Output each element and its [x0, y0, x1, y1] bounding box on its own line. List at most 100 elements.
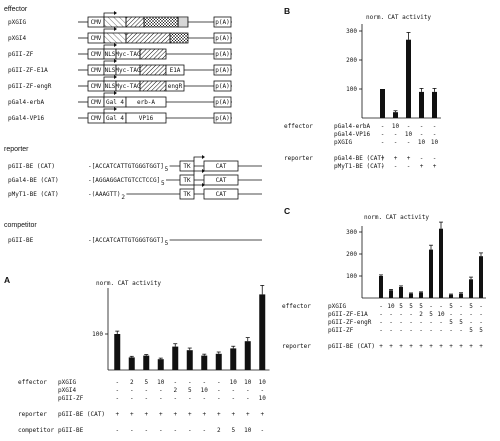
panel-a-label: A: [4, 275, 10, 285]
panel-b-ylabel: norm. CAT activity: [366, 14, 431, 21]
reporter-repeat-count: 5: [161, 180, 165, 187]
construct-segment: [143, 16, 179, 28]
table-row-name: pXGIG: [328, 303, 346, 310]
construct-segment: [103, 16, 127, 28]
promoter-arrow: [103, 108, 114, 113]
table-row-name: pGal4-VP16: [334, 131, 371, 138]
table-cell: +: [144, 411, 148, 418]
promoter-arrow: [103, 60, 114, 65]
bar: [419, 91, 424, 118]
table-cell: 5: [144, 379, 148, 386]
y-tick-label: 200: [346, 57, 357, 64]
table-cell: -: [429, 303, 433, 310]
bar: [114, 334, 121, 370]
table-cell: 10: [405, 131, 413, 138]
table-cell: +: [420, 163, 424, 170]
segment-label: E1A: [170, 67, 181, 74]
bar: [380, 89, 385, 118]
table-cell: -: [130, 387, 134, 394]
table-cell: 2: [130, 379, 134, 386]
table-cell: 2: [173, 387, 177, 394]
bar: [419, 292, 423, 298]
table-cell: -: [188, 427, 192, 434]
table-cell: 5: [409, 303, 413, 310]
reporter-name: pGal4-BE (CAT): [8, 177, 59, 184]
bar: [230, 348, 237, 370]
tk-label: TK: [183, 191, 191, 198]
table-cell: -: [144, 395, 148, 402]
table-cell: 5: [429, 311, 433, 318]
construct-segment: [139, 80, 167, 92]
y-tick-label: 300: [346, 229, 357, 236]
table-cell: -: [420, 131, 424, 138]
table-cell: -: [399, 311, 403, 318]
promoter-arrow: [193, 184, 202, 189]
construct-segment: [139, 64, 167, 76]
table-cell: -: [407, 139, 411, 146]
reporter-constructs: pGII-BE (CAT) -[ACCATCATTGTGGGTGGT] 5 TK CAT…: [8, 155, 262, 201]
table-cell: +: [479, 343, 483, 350]
table-cell: -: [188, 379, 192, 386]
table-cell: -: [439, 303, 443, 310]
table-cell: -: [459, 303, 463, 310]
table-cell: -: [379, 327, 383, 334]
promoter-arrow: [193, 156, 202, 161]
table-cell: -: [159, 395, 163, 402]
table-cell: -: [159, 427, 163, 434]
table-cell: 10: [418, 139, 426, 146]
table-cell: -: [389, 327, 393, 334]
table-cell: +: [217, 411, 221, 418]
table-cell: +: [419, 343, 423, 350]
segment-label: Myc-TAG: [115, 83, 141, 90]
y-tick-label: 200: [346, 251, 357, 258]
bar: [459, 293, 463, 298]
table-cell: -: [217, 395, 221, 402]
cat-box: [203, 160, 239, 172]
segment-label: VP16: [139, 115, 154, 122]
table-cell: -: [394, 163, 398, 170]
table-row-name: pGal4-erbA: [334, 123, 371, 130]
promoter-arrow: [103, 92, 114, 97]
table-row-name: pXGIG: [334, 139, 352, 146]
bar: [409, 293, 413, 298]
table-cell: +: [407, 155, 411, 162]
bar: [157, 359, 164, 370]
reporter-row: pMyT1-BE (CAT) -(AAAGTT) 2 TK CAT: [8, 183, 262, 201]
table-row-name: pGII-BE: [58, 427, 84, 434]
table-row-name: pMyT1-BE (CAT): [334, 163, 385, 170]
bar: [379, 276, 383, 298]
table-cell: 10: [437, 311, 445, 318]
arrow-head-icon: [202, 183, 205, 187]
table-cell: +: [202, 411, 206, 418]
segment-label: CMV: [91, 19, 102, 26]
table-cell: -: [433, 155, 437, 162]
segment-label: CMV: [91, 51, 102, 58]
table-cell: 10: [201, 387, 209, 394]
table-cell: -: [159, 387, 163, 394]
table-cell: +: [159, 411, 163, 418]
table-cell: -: [246, 387, 250, 394]
pa-box: [213, 112, 232, 124]
bar: [172, 346, 179, 370]
pa-label: p(A): [215, 67, 229, 74]
table-cell: -: [409, 327, 413, 334]
table-cell: -: [188, 395, 192, 402]
tk-label: TK: [183, 177, 191, 184]
effector-heading: effector: [4, 6, 28, 13]
bar: [479, 256, 483, 298]
panel-c-label: C: [284, 206, 290, 216]
construct-row: pGal4-erbA CMV Gal 4 erb-A p(A): [8, 91, 232, 108]
table-cell: -: [202, 427, 206, 434]
table-cell: 5: [469, 303, 473, 310]
construct-row: pGII-ZF CMV NLS Myc-TAG p(A): [8, 43, 232, 60]
pa-box: [213, 48, 232, 60]
segment-label: NLS: [105, 67, 116, 74]
competitor-name: pGII-BE: [8, 237, 34, 244]
bar: [393, 112, 398, 118]
table-cell: -: [379, 319, 383, 326]
bar: [186, 350, 193, 370]
arrow-head-icon: [114, 59, 117, 63]
table-cell: -: [173, 427, 177, 434]
arrow-head-icon: [114, 91, 117, 95]
